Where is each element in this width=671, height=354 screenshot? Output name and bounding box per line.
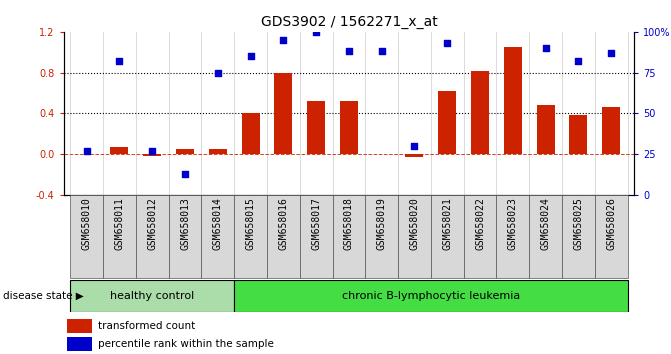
FancyBboxPatch shape — [333, 195, 365, 278]
Text: GSM658016: GSM658016 — [278, 197, 289, 250]
Bar — [471, 70, 489, 154]
Text: GSM658013: GSM658013 — [180, 197, 190, 250]
Text: transformed count: transformed count — [98, 321, 195, 331]
Point — [81, 148, 92, 154]
FancyBboxPatch shape — [595, 195, 627, 278]
Text: GSM658014: GSM658014 — [213, 197, 223, 250]
Text: GSM658011: GSM658011 — [115, 197, 124, 250]
Bar — [176, 149, 194, 154]
Bar — [537, 105, 555, 154]
Point — [540, 45, 551, 51]
Bar — [570, 115, 587, 154]
Title: GDS3902 / 1562271_x_at: GDS3902 / 1562271_x_at — [260, 16, 437, 29]
Text: GSM658018: GSM658018 — [344, 197, 354, 250]
FancyBboxPatch shape — [267, 195, 300, 278]
Text: GSM658024: GSM658024 — [541, 197, 551, 250]
Bar — [307, 101, 325, 154]
Text: GSM658025: GSM658025 — [574, 197, 583, 250]
Text: GSM658010: GSM658010 — [82, 197, 92, 250]
FancyBboxPatch shape — [497, 195, 529, 278]
FancyBboxPatch shape — [103, 195, 136, 278]
FancyBboxPatch shape — [398, 195, 431, 278]
FancyBboxPatch shape — [136, 195, 168, 278]
Bar — [70, 280, 234, 312]
Point — [344, 48, 354, 54]
Point — [474, 24, 485, 30]
Bar — [234, 280, 627, 312]
Text: percentile rank within the sample: percentile rank within the sample — [98, 339, 274, 349]
FancyBboxPatch shape — [562, 195, 595, 278]
Text: GSM658026: GSM658026 — [606, 197, 616, 250]
FancyBboxPatch shape — [529, 195, 562, 278]
Text: GSM658017: GSM658017 — [311, 197, 321, 250]
Point — [606, 50, 617, 56]
Bar — [504, 47, 522, 154]
Point — [409, 143, 420, 149]
Point — [245, 53, 256, 59]
Bar — [209, 149, 227, 154]
FancyBboxPatch shape — [365, 195, 398, 278]
Bar — [242, 113, 260, 154]
Text: GSM658015: GSM658015 — [246, 197, 256, 250]
Text: GSM658023: GSM658023 — [508, 197, 518, 250]
Point — [278, 37, 289, 43]
Point — [114, 58, 125, 64]
FancyBboxPatch shape — [70, 195, 103, 278]
FancyBboxPatch shape — [201, 195, 234, 278]
Point — [180, 171, 191, 176]
Bar — [602, 107, 620, 154]
Bar — [438, 91, 456, 154]
FancyBboxPatch shape — [168, 195, 201, 278]
Bar — [111, 147, 128, 154]
Point — [147, 148, 158, 154]
Bar — [67, 337, 92, 351]
Bar — [340, 101, 358, 154]
Bar — [274, 73, 293, 154]
Bar — [67, 319, 92, 333]
FancyBboxPatch shape — [300, 195, 333, 278]
Point — [507, 24, 518, 30]
Bar — [143, 154, 161, 156]
FancyBboxPatch shape — [431, 195, 464, 278]
Bar — [405, 154, 423, 157]
Text: GSM658012: GSM658012 — [147, 197, 157, 250]
Text: chronic B-lymphocytic leukemia: chronic B-lymphocytic leukemia — [342, 291, 520, 301]
Point — [213, 70, 223, 75]
Point — [311, 29, 321, 35]
Text: GSM658020: GSM658020 — [409, 197, 419, 250]
FancyBboxPatch shape — [464, 195, 497, 278]
Text: GSM658022: GSM658022 — [475, 197, 485, 250]
FancyBboxPatch shape — [234, 195, 267, 278]
Point — [376, 48, 387, 54]
Text: disease state ▶: disease state ▶ — [3, 291, 84, 301]
Point — [573, 58, 584, 64]
Text: healthy control: healthy control — [110, 291, 195, 301]
Point — [442, 40, 453, 46]
Text: GSM658021: GSM658021 — [442, 197, 452, 250]
Text: GSM658019: GSM658019 — [376, 197, 386, 250]
